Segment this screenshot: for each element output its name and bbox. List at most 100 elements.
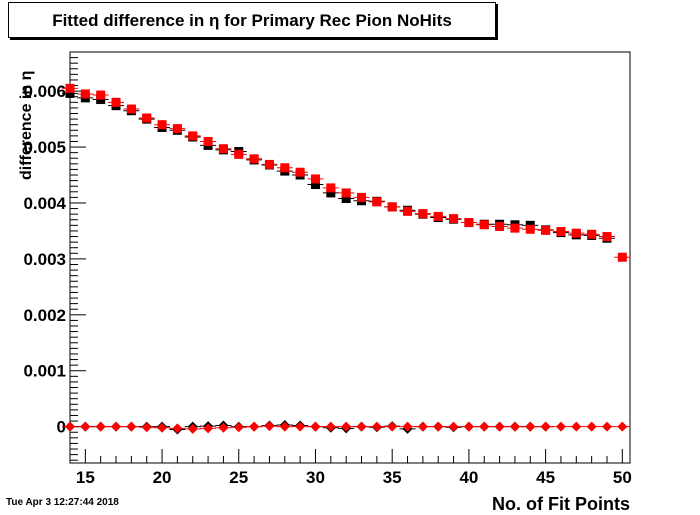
data-point [187, 423, 198, 434]
data-point [509, 421, 520, 432]
data-point [617, 421, 628, 432]
data-point [310, 180, 320, 190]
x-tick-label: 30 [306, 468, 325, 487]
series-1 [62, 83, 631, 262]
data-point [218, 422, 229, 433]
data-point [433, 421, 444, 432]
x-axis-label: No. of Fit Points [492, 494, 630, 514]
y-axis: 0 0.001 0.002 0.003 0.004 0.005 0.006 [23, 51, 86, 461]
data-point [372, 197, 382, 207]
x-tick-label: 50 [613, 468, 632, 487]
data-point [326, 188, 336, 198]
chart-title-box: Fitted difference in η for Primary Rec P… [8, 2, 496, 38]
data-point [280, 163, 290, 173]
data-point [494, 421, 505, 432]
data-point [341, 188, 351, 198]
y-tick-label: 0.001 [23, 362, 66, 381]
data-point [571, 421, 582, 432]
x-tick-label: 25 [229, 468, 248, 487]
data-point [586, 421, 597, 432]
data-point [126, 421, 137, 432]
data-point [172, 423, 183, 434]
data-point [157, 120, 167, 130]
data-point [141, 422, 152, 433]
y-tick-label: 0.005 [23, 138, 66, 157]
data-point [234, 149, 244, 159]
data-point [417, 421, 428, 432]
data-point [203, 136, 213, 146]
data-point [587, 229, 597, 239]
data-point [356, 421, 367, 432]
data-point [387, 202, 397, 212]
data-point [525, 421, 536, 432]
data-point [479, 220, 489, 230]
data-point [387, 421, 398, 432]
data-point [65, 88, 75, 98]
data-point [402, 421, 413, 432]
x-axis: 15 20 25 30 35 40 45 50 [69, 449, 632, 487]
data-point [418, 209, 428, 219]
data-point [341, 194, 351, 204]
data-point [310, 174, 320, 184]
data-point [325, 421, 336, 432]
data-point [65, 421, 75, 432]
data-point [433, 211, 443, 221]
data-point [264, 421, 275, 432]
data-point [602, 232, 612, 242]
data-point [96, 90, 106, 100]
data-point [464, 218, 474, 228]
data-point [142, 113, 152, 123]
chart-title: Fitted difference in η for Primary Rec P… [52, 11, 452, 30]
data-point [540, 421, 551, 432]
data-point [126, 104, 136, 114]
data-point [617, 252, 627, 262]
data-point [95, 421, 106, 432]
data-point [157, 422, 168, 433]
data-point [295, 167, 305, 177]
y-tick-label: 0.002 [23, 306, 66, 325]
x-tick-label: 15 [76, 468, 95, 487]
plot-border [69, 51, 631, 464]
data-point [403, 206, 413, 216]
data-point [601, 421, 612, 432]
data-point [65, 83, 75, 93]
data-point [279, 421, 290, 432]
data-point [556, 226, 566, 236]
data-point [111, 97, 121, 107]
data-point [525, 224, 535, 234]
y-tick-label: 0.004 [23, 194, 66, 213]
data-point [310, 421, 321, 432]
series-3 [62, 421, 631, 434]
data-point [357, 192, 367, 202]
plot-frame [69, 51, 631, 464]
data-point [80, 421, 91, 432]
data-point [371, 421, 382, 432]
data-point [495, 221, 505, 231]
data-markers [62, 83, 631, 435]
data-point [555, 421, 566, 432]
data-point [80, 89, 90, 99]
data-point [249, 154, 259, 164]
x-tick-label: 20 [153, 468, 172, 487]
data-point [541, 225, 551, 235]
data-point [295, 421, 306, 432]
data-point [172, 124, 182, 134]
x-tick-label: 35 [383, 468, 402, 487]
data-point [571, 228, 581, 238]
data-point [510, 223, 520, 233]
data-point [448, 421, 459, 432]
data-point [449, 214, 459, 224]
data-point [463, 421, 474, 432]
y-axis-label: difference in η [18, 70, 35, 180]
data-point [264, 159, 274, 169]
y-tick-label: 0 [57, 418, 66, 437]
data-point [341, 421, 352, 432]
data-point [249, 421, 260, 432]
data-point [326, 183, 336, 193]
data-point [188, 131, 198, 141]
x-tick-label: 45 [536, 468, 555, 487]
timestamp-footer: Tue Apr 3 12:27:44 2018 [6, 497, 119, 508]
data-point [111, 421, 122, 432]
x-tick-label: 40 [459, 468, 478, 487]
